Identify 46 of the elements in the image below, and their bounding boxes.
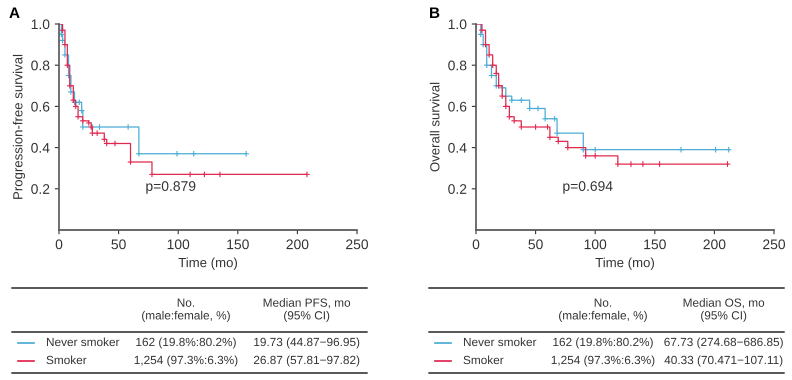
y-tick-label: 0.6	[31, 102, 50, 112]
text: No. (male:female, %)	[142, 298, 230, 322]
x-tick-label: 50	[528, 239, 543, 250]
legend-label: Smoker	[46, 355, 86, 364]
text: 162 (19.8%:80.2%)	[553, 337, 653, 348]
y-tick-label: 0.4	[448, 142, 467, 153]
x-tick-label: 0	[56, 239, 62, 250]
text: 19.73 (44.87−96.95)	[254, 337, 360, 348]
legend-label: Smoker	[464, 355, 504, 364]
y-tick-label: 1.0	[32, 19, 50, 30]
text: No. (male:female, %)	[559, 298, 647, 322]
x-tick-label: 200	[704, 239, 726, 250]
x-tick-label: 150	[227, 239, 249, 250]
x-tick-label: 0	[472, 239, 480, 250]
text: 1,254 (97.3%:6.3%)	[552, 355, 654, 366]
text: Median OS, mo (95% CI)	[684, 298, 764, 322]
text: 1,254 (97.3%:6.3%)	[134, 355, 238, 366]
legend-label: Never smoker	[46, 337, 120, 346]
x-tick-label: 250	[763, 239, 786, 250]
annotation: p=0.694	[563, 181, 613, 194]
y-tick-label: 1.0	[448, 19, 466, 30]
x-tick-label: 100	[584, 239, 606, 250]
y-tick-label: 0.2	[448, 184, 466, 194]
text: 26.87 (57.81−97.82)	[254, 355, 360, 366]
y-axis-title: Overall survival	[430, 82, 440, 172]
y-tick-label: 0.4	[31, 142, 50, 153]
x-tick-label: 200	[286, 239, 308, 250]
x-tick-label: 250	[346, 239, 368, 250]
x-axis-title: Time (mo)	[595, 258, 654, 270]
x-tick-label: 100	[168, 239, 190, 250]
y-tick-label: 0.2	[31, 184, 50, 194]
text: 67.73 (274.68−686.85)	[664, 337, 783, 348]
text: 40.33 (70.471−107.11)	[664, 355, 782, 366]
x-tick-label: 50	[111, 239, 126, 250]
annotation: p=0.879	[146, 181, 196, 194]
chart-title: A	[9, 7, 20, 18]
legend-label: Never smoker	[464, 337, 536, 346]
y-tick-label: 0.8	[31, 60, 50, 70]
y-tick-label: 0.6	[448, 102, 466, 112]
x-tick-label: 150	[644, 239, 666, 250]
x-axis-title: Time (mo)	[178, 258, 237, 270]
text: 162 (19.8%:80.2%)	[136, 337, 236, 348]
chart-title: B	[430, 7, 440, 18]
y-axis-title: Progression-free survival	[12, 54, 26, 199]
y-tick-label: 0.8	[448, 60, 466, 70]
text: Median PFS, mo (95% CI)	[264, 298, 350, 322]
